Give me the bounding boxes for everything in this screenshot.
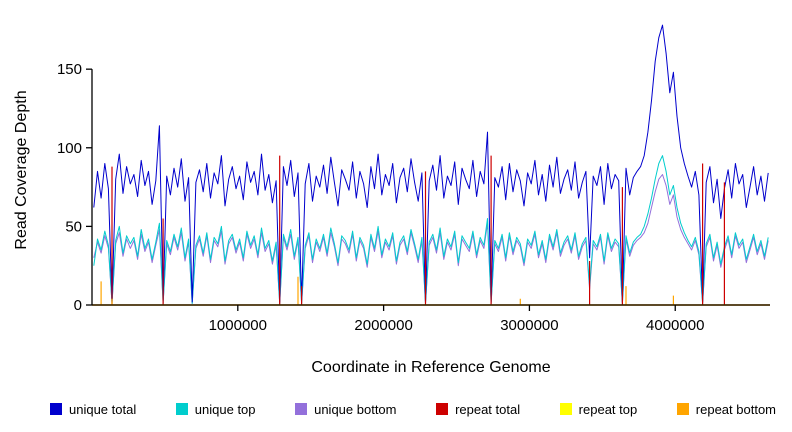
legend-swatch-icon xyxy=(436,403,449,415)
x-tick-label: 2000000 xyxy=(354,317,412,334)
legend-label: repeat top xyxy=(578,401,638,417)
plot-series-layer xyxy=(92,24,770,306)
y-tick-label: 0 xyxy=(74,297,82,314)
legend-swatch-icon xyxy=(175,403,188,415)
legend-item-unique-top: unique top xyxy=(175,401,256,417)
legend-label: unique top xyxy=(194,401,256,417)
y-tick-label: 50 xyxy=(65,218,82,235)
axes-layer: 0 50 100 150 1000000 2000000 3000000 4000000 xyxy=(57,61,770,334)
y-axis-label: Read Coverage Depth xyxy=(13,90,30,249)
x-axis-label: Coordinate in Reference Genome xyxy=(311,359,550,376)
x-tick-label: 1000000 xyxy=(209,317,267,334)
legend-item-repeat-top: repeat top xyxy=(559,401,638,417)
legend-item-repeat-bottom: repeat bottom xyxy=(676,401,776,417)
legend-swatch-icon xyxy=(676,403,689,415)
legend-swatch-icon xyxy=(295,403,308,415)
legend-item-unique-total: unique total xyxy=(50,402,136,417)
legend-swatch-icon xyxy=(559,403,572,415)
legend-item-unique-bottom: unique bottom xyxy=(295,401,397,417)
series-unique-total xyxy=(93,24,769,303)
legend-label: repeat total xyxy=(455,401,521,417)
x-tick-label: 3000000 xyxy=(500,317,558,334)
legend-swatch-icon xyxy=(50,403,62,415)
x-tick-label: 4000000 xyxy=(646,317,704,334)
y-tick-label: 100 xyxy=(57,140,82,157)
legend-label: unique total xyxy=(69,401,137,417)
series-unique-top xyxy=(93,155,769,304)
y-tick-label: 150 xyxy=(57,61,82,78)
legend-label: repeat bottom xyxy=(695,401,776,417)
legend: unique total unique top unique bottom repea… xyxy=(0,392,792,426)
series-unique-bottom xyxy=(93,174,769,304)
legend-label: unique bottom xyxy=(314,401,397,417)
legend-item-repeat-total: repeat total xyxy=(436,402,520,417)
coverage-plot-svg: 0 50 100 150 1000000 2000000 3000000 4000000 Co… xyxy=(13,24,770,376)
